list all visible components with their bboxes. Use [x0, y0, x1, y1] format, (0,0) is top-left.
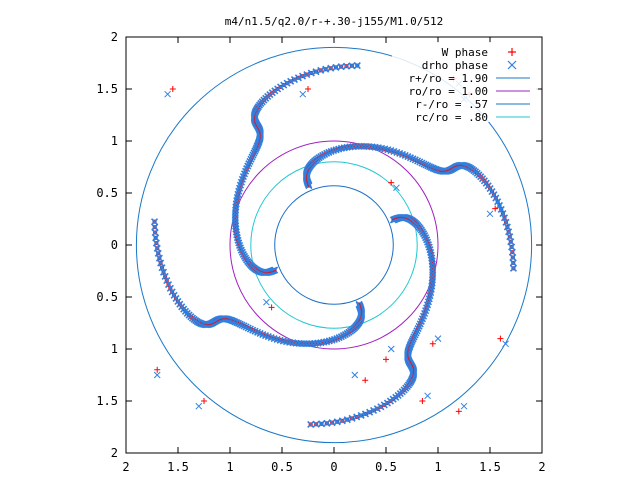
w-phase-marker [154, 366, 161, 373]
w-phase-marker [169, 86, 176, 92]
y-tick-label: 1.5 [96, 82, 118, 96]
drho-phase-marker [486, 210, 494, 218]
w-phase-marker [362, 377, 369, 384]
drho-phase-point [502, 218, 510, 226]
drho-phase-marker [195, 402, 203, 410]
drho-phase-point [317, 66, 325, 74]
x-tick-label: 2 [122, 460, 129, 474]
legend-label: r-/ro = .57 [415, 98, 488, 111]
y-tick-label: 0.5 [96, 290, 118, 304]
drho-phase-point [155, 254, 163, 262]
drho-phase-marker [387, 345, 395, 353]
drho-phase-point [307, 420, 315, 429]
drho-phase-point [150, 218, 159, 226]
drho-phase-marker [434, 335, 442, 342]
legend-label: drho phase [422, 59, 488, 72]
drho-phase-point [353, 413, 361, 421]
x-tick-label: 2 [538, 460, 545, 474]
w-phase-marker [455, 408, 462, 415]
legend-label: ro/ro = 1.00 [409, 85, 488, 98]
drho-phase-point [157, 259, 165, 267]
drho-phase-point [366, 408, 374, 416]
y-tick-label: 2 [111, 446, 118, 460]
x-tick-label: 1.5 [479, 460, 501, 474]
drho-phase-point [348, 62, 356, 70]
drho-phase-point [509, 259, 517, 267]
drho-phase-point [312, 68, 320, 76]
drho-phase-point [343, 416, 351, 424]
drho-phase-point [497, 205, 505, 213]
y-tick-label: 1 [111, 342, 118, 356]
drho-phase-point [298, 72, 307, 80]
drho-phase-marker [460, 402, 468, 410]
circle-rro [274, 185, 394, 305]
drho-phase-point [163, 277, 171, 285]
x-tick-label: 1 [226, 460, 233, 474]
y-tick-label: 0 [111, 238, 118, 252]
w-phase-marker [268, 304, 275, 311]
drho-phase-marker [393, 184, 400, 192]
drho-phase-point [307, 69, 315, 77]
y-tick-label: 1.5 [96, 394, 118, 408]
w-phase-marker [201, 398, 207, 404]
w-phase-marker [305, 86, 311, 92]
w-phase-marker [383, 356, 389, 363]
drho-phase-point [348, 414, 356, 422]
drho-phase-marker [502, 340, 509, 348]
circle-roro [229, 140, 439, 350]
data-points [150, 61, 518, 429]
x-tick-label: 0.5 [375, 460, 397, 474]
legend-background [392, 42, 538, 122]
x-tick-label: 1 [434, 460, 441, 474]
drho-phase-marker [299, 90, 307, 98]
w-phase-marker [497, 335, 504, 342]
drho-phase-point [327, 64, 335, 72]
legend-label: rc/ro = .80 [415, 111, 488, 124]
drho-phase-point [505, 228, 513, 236]
reference-circles [135, 46, 533, 444]
drho-phase-marker [351, 371, 359, 379]
w-phase-marker [429, 340, 436, 347]
legend-label: r+/ro = 1.90 [409, 72, 488, 85]
drho-phase-point [361, 410, 370, 418]
chart-title: m4/n1.5/q2.0/r-+.30-j155/M1.0/512 [225, 15, 444, 28]
drho-phase-point [507, 238, 515, 246]
drho-phase-marker [424, 392, 431, 400]
drho-phase-point [499, 209, 507, 218]
x-tick-label: 0.5 [271, 460, 293, 474]
circle-rcro [250, 161, 418, 329]
w-phase-marker [492, 205, 499, 212]
drho-phase-point [333, 418, 341, 426]
legend-x-swatch [507, 60, 517, 70]
drho-phase-point [161, 272, 169, 281]
circle-rro [135, 46, 533, 444]
y-tick-label: 2 [111, 30, 118, 44]
y-tick-label: 0.5 [96, 186, 118, 200]
legend-label: W phase [442, 46, 488, 59]
drho-phase-point [322, 65, 330, 73]
drho-phase-point [506, 233, 514, 241]
drho-phase-point [503, 223, 511, 231]
legend-plus-swatch [508, 48, 516, 56]
y-tick-label: 1 [111, 134, 118, 148]
drho-phase-marker [263, 298, 270, 306]
drho-phase-point [509, 264, 518, 272]
drho-phase-point [158, 264, 166, 272]
drho-phase-marker [153, 371, 161, 379]
w-phase-marker [388, 179, 395, 186]
drho-phase-point [338, 417, 346, 425]
w-phase-marker [419, 398, 426, 404]
x-tick-label: 1.5 [167, 460, 189, 474]
drho-phase-point [353, 61, 361, 70]
drho-phase-point [312, 420, 320, 428]
axis-ticks: 2 1.5 1 0.5 0 0.5 1 1.5 221.510.500.511.52 [96, 30, 545, 474]
drho-phase-point [154, 249, 162, 257]
drho-phase-marker [164, 90, 171, 98]
drho-phase-point [151, 223, 159, 231]
x-tick-label: 0 [330, 460, 337, 474]
drho-phase-point [153, 244, 161, 252]
drho-phase-point [294, 74, 302, 82]
